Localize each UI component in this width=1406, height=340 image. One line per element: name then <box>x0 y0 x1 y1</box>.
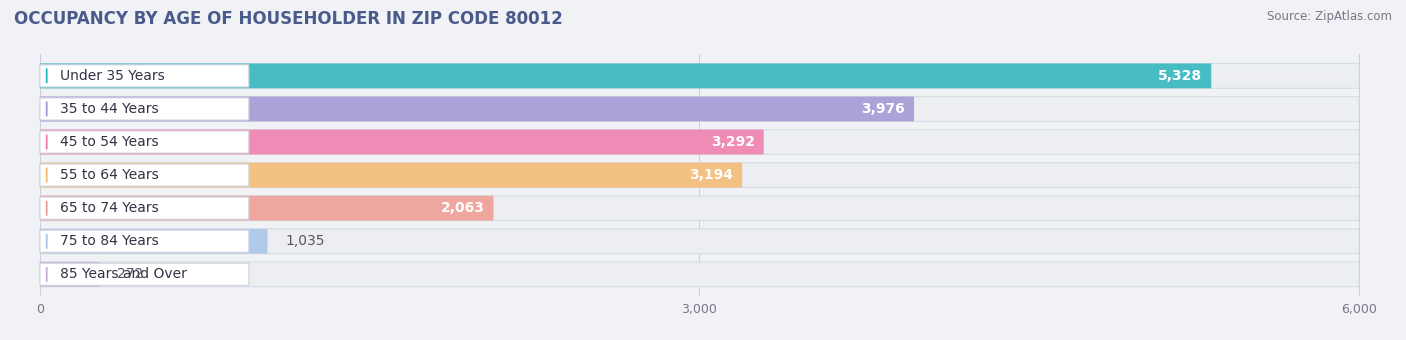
Text: Source: ZipAtlas.com: Source: ZipAtlas.com <box>1267 10 1392 23</box>
FancyBboxPatch shape <box>39 196 1360 221</box>
Text: 3,976: 3,976 <box>862 102 905 116</box>
Text: OCCUPANCY BY AGE OF HOUSEHOLDER IN ZIP CODE 80012: OCCUPANCY BY AGE OF HOUSEHOLDER IN ZIP C… <box>14 10 562 28</box>
Text: 75 to 84 Years: 75 to 84 Years <box>60 234 159 248</box>
FancyBboxPatch shape <box>39 97 1360 121</box>
Text: 55 to 64 Years: 55 to 64 Years <box>60 168 159 182</box>
FancyBboxPatch shape <box>39 230 249 252</box>
FancyBboxPatch shape <box>39 64 1211 88</box>
FancyBboxPatch shape <box>39 163 1360 187</box>
FancyBboxPatch shape <box>39 97 914 121</box>
Text: 45 to 54 Years: 45 to 54 Years <box>60 135 159 149</box>
FancyBboxPatch shape <box>39 262 100 287</box>
Text: Under 35 Years: Under 35 Years <box>60 69 165 83</box>
FancyBboxPatch shape <box>39 164 249 186</box>
FancyBboxPatch shape <box>39 262 1360 287</box>
FancyBboxPatch shape <box>39 65 249 87</box>
Text: 35 to 44 Years: 35 to 44 Years <box>60 102 159 116</box>
FancyBboxPatch shape <box>39 263 249 285</box>
Text: 3,292: 3,292 <box>711 135 755 149</box>
FancyBboxPatch shape <box>39 98 249 120</box>
Text: 2,063: 2,063 <box>441 201 485 215</box>
Text: 1,035: 1,035 <box>285 234 325 248</box>
Text: 65 to 74 Years: 65 to 74 Years <box>60 201 159 215</box>
FancyBboxPatch shape <box>39 130 763 154</box>
FancyBboxPatch shape <box>39 196 494 221</box>
FancyBboxPatch shape <box>39 130 1360 154</box>
FancyBboxPatch shape <box>39 64 1360 88</box>
FancyBboxPatch shape <box>39 163 742 187</box>
Text: 85 Years and Over: 85 Years and Over <box>60 267 187 281</box>
FancyBboxPatch shape <box>39 229 267 254</box>
Text: 272: 272 <box>117 267 143 281</box>
FancyBboxPatch shape <box>39 131 249 153</box>
Text: 3,194: 3,194 <box>689 168 734 182</box>
Text: 5,328: 5,328 <box>1159 69 1202 83</box>
FancyBboxPatch shape <box>39 229 1360 254</box>
FancyBboxPatch shape <box>39 197 249 219</box>
